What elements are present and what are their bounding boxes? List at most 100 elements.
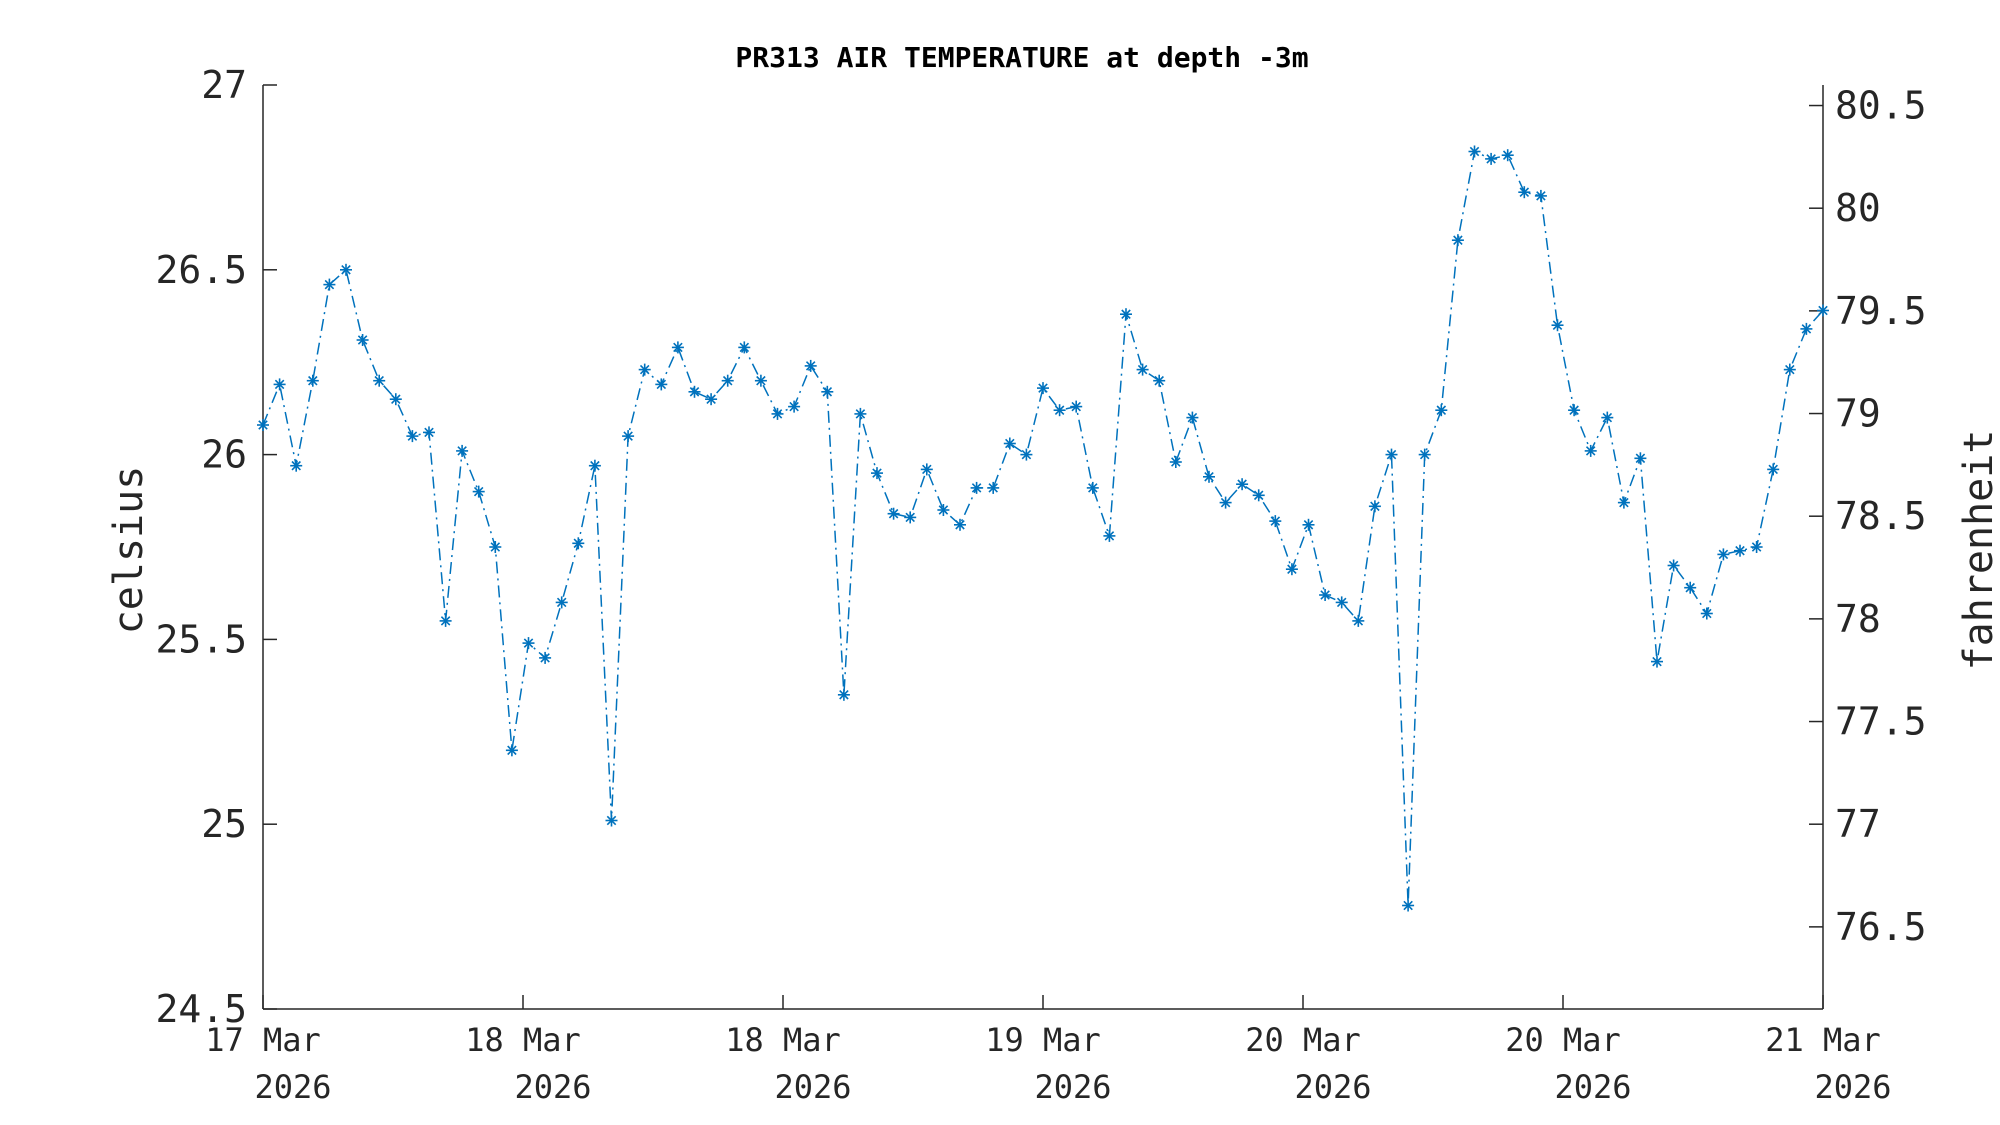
y2-tick-label: 79 xyxy=(1835,392,1881,436)
data-point xyxy=(257,419,269,431)
data-point xyxy=(937,504,950,516)
data-point xyxy=(389,393,402,406)
data-point xyxy=(854,407,867,420)
data-point xyxy=(1319,589,1332,601)
data-point xyxy=(340,263,352,276)
x-tick-label: 18 Mar xyxy=(725,1021,841,1059)
data-point xyxy=(406,430,419,443)
x-tick-label: 20 Mar xyxy=(1505,1021,1621,1059)
data-point xyxy=(1335,596,1348,609)
data-point xyxy=(1651,655,1663,668)
data-point xyxy=(1667,559,1680,572)
data-point xyxy=(356,334,369,346)
data-point xyxy=(1485,152,1498,165)
x-tick-year-label: 2026 xyxy=(514,1068,591,1106)
y-tick-label: 25.5 xyxy=(155,617,247,661)
data-point xyxy=(1617,496,1630,509)
data-point xyxy=(373,374,386,387)
data-point xyxy=(1219,496,1232,509)
data-point xyxy=(456,444,469,457)
data-point xyxy=(871,467,883,480)
data-point xyxy=(970,481,983,494)
y2-tick-label: 77.5 xyxy=(1835,700,1927,744)
plot-axes: 24.5 25 25.5 26 26.5 27 76.5 77 77.5 78 78.5 79 79.5… xyxy=(155,63,1926,1106)
data-point xyxy=(273,378,286,391)
data-point xyxy=(1684,581,1697,594)
data-point xyxy=(605,814,618,827)
data-point xyxy=(754,374,767,387)
y2-axis-label: fahrenheit xyxy=(1956,430,2000,671)
data-point xyxy=(555,596,568,609)
data-point xyxy=(1285,563,1298,576)
data-point xyxy=(505,744,518,757)
data-point xyxy=(323,278,336,291)
x-tick-label: 18 Mar xyxy=(465,1021,581,1059)
y-tick-label: 24.5 xyxy=(155,987,247,1031)
data-point xyxy=(1169,456,1182,468)
data-point xyxy=(1551,319,1564,332)
data-point xyxy=(1451,234,1464,247)
data-point xyxy=(1053,404,1066,417)
data-point xyxy=(688,385,701,398)
x-tick-label: 20 Mar xyxy=(1245,1021,1361,1059)
data-point xyxy=(572,537,585,550)
data-point xyxy=(1070,400,1083,413)
y2-tick-label: 78.5 xyxy=(1835,494,1927,538)
x-tick-label: 19 Mar xyxy=(985,1021,1101,1059)
y2-tick-label: 77 xyxy=(1835,802,1881,846)
data-point xyxy=(1468,145,1481,158)
data-point xyxy=(1518,186,1531,199)
data-point xyxy=(1252,489,1265,502)
data-point xyxy=(1534,189,1547,202)
y2-tick-label: 79.5 xyxy=(1835,289,1927,333)
data-point xyxy=(423,426,435,439)
data-point xyxy=(904,511,917,524)
data-point xyxy=(439,614,452,627)
data-point xyxy=(788,400,801,413)
data-point xyxy=(1103,529,1116,542)
data-point xyxy=(1236,478,1249,491)
data-point xyxy=(1203,470,1215,483)
data-point xyxy=(1783,363,1796,376)
data-point xyxy=(1120,308,1132,321)
data-point xyxy=(1368,500,1381,513)
y2-tick-label: 78 xyxy=(1835,597,1881,641)
data-point xyxy=(489,541,502,553)
data-point xyxy=(472,485,485,498)
data-point xyxy=(638,363,651,376)
data-point xyxy=(1568,404,1581,417)
data-point xyxy=(622,430,635,443)
data-point xyxy=(522,637,535,650)
y2-tick-label: 76.5 xyxy=(1835,905,1927,949)
x-tick-label: 17 Mar xyxy=(205,1021,321,1059)
data-point xyxy=(771,407,784,420)
series-line xyxy=(262,150,1824,906)
data-point xyxy=(1269,515,1282,528)
x-tick-year-label: 2026 xyxy=(254,1068,331,1106)
y2-tick-label: 80.5 xyxy=(1835,84,1927,128)
data-point xyxy=(1817,304,1829,317)
data-point xyxy=(1352,614,1365,627)
data-point xyxy=(821,385,834,398)
data-point xyxy=(1634,452,1647,465)
data-point xyxy=(1186,411,1199,424)
chart-title: PR313 AIR TEMPERATURE at depth -3m xyxy=(735,41,1308,74)
x-tick-year-label: 2026 xyxy=(1034,1068,1111,1106)
series-layer xyxy=(257,145,1829,912)
y-axis-label: celsius xyxy=(106,466,152,635)
data-point xyxy=(1717,548,1730,561)
data-point xyxy=(1700,607,1713,620)
y-tick-label: 26 xyxy=(201,433,247,477)
data-point xyxy=(1385,448,1398,461)
data-point xyxy=(920,463,933,476)
data-point xyxy=(1767,463,1780,476)
data-point xyxy=(721,374,734,387)
data-point xyxy=(1501,149,1514,162)
data-point xyxy=(1302,518,1315,531)
data-point xyxy=(1037,382,1049,395)
data-point xyxy=(1086,481,1099,494)
data-point xyxy=(1418,448,1431,461)
data-point xyxy=(1734,544,1746,557)
data-point xyxy=(954,518,966,531)
